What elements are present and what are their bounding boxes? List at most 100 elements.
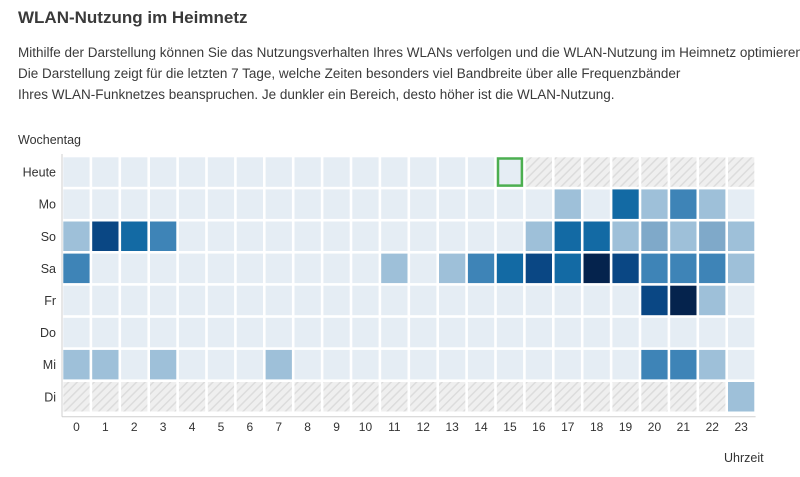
heatmap-cell[interactable] bbox=[525, 253, 552, 284]
heatmap-cell[interactable] bbox=[496, 285, 524, 316]
heatmap-cell[interactable] bbox=[178, 285, 206, 316]
heatmap-cell[interactable] bbox=[728, 189, 755, 219]
heatmap-cell[interactable] bbox=[410, 382, 437, 412]
heatmap-cell[interactable] bbox=[670, 221, 697, 252]
heatmap-cell[interactable] bbox=[178, 253, 206, 284]
heatmap-cell[interactable] bbox=[294, 221, 321, 252]
heatmap-cell[interactable] bbox=[294, 317, 321, 348]
heatmap-cell[interactable] bbox=[121, 317, 148, 348]
heatmap-cell[interactable] bbox=[583, 382, 610, 412]
heatmap-cell[interactable] bbox=[583, 285, 610, 316]
heatmap-cell[interactable] bbox=[525, 221, 552, 252]
heatmap-cell[interactable] bbox=[207, 317, 235, 348]
heatmap-cell[interactable] bbox=[467, 285, 495, 316]
heatmap-cell[interactable] bbox=[121, 253, 148, 284]
heatmap-cell[interactable] bbox=[265, 317, 292, 348]
heatmap-cell[interactable] bbox=[150, 382, 177, 412]
heatmap-cell[interactable] bbox=[467, 317, 495, 348]
heatmap-cell[interactable] bbox=[554, 349, 581, 380]
heatmap-cell[interactable] bbox=[178, 382, 206, 412]
heatmap-cell[interactable] bbox=[699, 317, 726, 348]
heatmap-cell[interactable] bbox=[323, 221, 350, 252]
heatmap-cell[interactable] bbox=[496, 253, 524, 284]
heatmap-cell[interactable] bbox=[236, 382, 263, 412]
heatmap-cell[interactable] bbox=[352, 317, 379, 348]
heatmap-cell[interactable] bbox=[467, 253, 495, 284]
heatmap-cell[interactable] bbox=[150, 253, 177, 284]
heatmap-cell[interactable] bbox=[554, 189, 581, 219]
heatmap-cell[interactable] bbox=[467, 221, 495, 252]
heatmap-cell[interactable] bbox=[670, 317, 697, 348]
heatmap-cell[interactable] bbox=[554, 285, 581, 316]
heatmap-cell[interactable] bbox=[439, 382, 466, 412]
heatmap-cell[interactable] bbox=[699, 382, 726, 412]
heatmap-cell[interactable] bbox=[121, 157, 148, 187]
heatmap-cell[interactable] bbox=[381, 253, 408, 284]
heatmap-cell[interactable] bbox=[728, 221, 755, 252]
heatmap-cell[interactable] bbox=[352, 221, 379, 252]
heatmap-cell[interactable] bbox=[439, 221, 466, 252]
heatmap-cell[interactable] bbox=[121, 221, 148, 252]
heatmap-cell[interactable] bbox=[150, 349, 177, 380]
heatmap-cell[interactable] bbox=[294, 349, 321, 380]
heatmap-cell[interactable] bbox=[612, 253, 639, 284]
heatmap-cell[interactable] bbox=[728, 157, 755, 187]
heatmap-cell[interactable] bbox=[150, 221, 177, 252]
heatmap-cell[interactable] bbox=[699, 285, 726, 316]
heatmap-cell[interactable] bbox=[670, 189, 697, 219]
heatmap-cell[interactable] bbox=[323, 189, 350, 219]
heatmap-cell[interactable] bbox=[612, 349, 639, 380]
heatmap-cell[interactable] bbox=[467, 349, 495, 380]
heatmap-cell[interactable] bbox=[92, 221, 119, 252]
heatmap-cell[interactable] bbox=[352, 349, 379, 380]
heatmap-cell[interactable] bbox=[150, 157, 177, 187]
heatmap-cell[interactable] bbox=[641, 349, 668, 380]
heatmap-cell[interactable] bbox=[121, 189, 148, 219]
heatmap-cell[interactable] bbox=[381, 285, 408, 316]
heatmap-cell[interactable] bbox=[265, 285, 292, 316]
heatmap-cell[interactable] bbox=[554, 382, 581, 412]
heatmap-cell[interactable] bbox=[554, 317, 581, 348]
heatmap-cell[interactable] bbox=[670, 253, 697, 284]
heatmap-cell[interactable] bbox=[583, 221, 610, 252]
heatmap-cell[interactable] bbox=[207, 221, 235, 252]
heatmap-cell[interactable] bbox=[496, 349, 524, 380]
heatmap-cell[interactable] bbox=[496, 189, 524, 219]
heatmap-cell[interactable] bbox=[699, 189, 726, 219]
heatmap-cell[interactable] bbox=[207, 189, 235, 219]
heatmap-cell[interactable] bbox=[641, 285, 668, 316]
heatmap-cell[interactable] bbox=[294, 285, 321, 316]
heatmap-cell[interactable] bbox=[265, 253, 292, 284]
heatmap-cell[interactable] bbox=[63, 317, 90, 348]
heatmap-cell[interactable] bbox=[63, 382, 90, 412]
heatmap-cell[interactable] bbox=[381, 221, 408, 252]
heatmap-cell[interactable] bbox=[178, 221, 206, 252]
heatmap-cell[interactable] bbox=[554, 157, 581, 187]
heatmap-cell[interactable] bbox=[641, 253, 668, 284]
heatmap-cell[interactable] bbox=[612, 382, 639, 412]
heatmap-cell[interactable] bbox=[728, 349, 755, 380]
heatmap-cell[interactable] bbox=[410, 253, 437, 284]
heatmap-cell[interactable] bbox=[381, 157, 408, 187]
heatmap-cell[interactable] bbox=[641, 189, 668, 219]
heatmap-cell[interactable] bbox=[641, 317, 668, 348]
heatmap-cell[interactable] bbox=[294, 253, 321, 284]
heatmap-cell[interactable] bbox=[467, 189, 495, 219]
heatmap-cell[interactable] bbox=[525, 157, 552, 187]
heatmap-cell[interactable] bbox=[92, 317, 119, 348]
heatmap-cell[interactable] bbox=[178, 189, 206, 219]
heatmap-cell[interactable] bbox=[439, 285, 466, 316]
heatmap-cell[interactable] bbox=[612, 157, 639, 187]
heatmap-cell[interactable] bbox=[236, 285, 263, 316]
heatmap-cell[interactable] bbox=[410, 221, 437, 252]
heatmap-cell[interactable] bbox=[670, 382, 697, 412]
heatmap-cell[interactable] bbox=[63, 221, 90, 252]
heatmap-cell[interactable] bbox=[699, 349, 726, 380]
heatmap-cell[interactable] bbox=[496, 221, 524, 252]
heatmap-cell[interactable] bbox=[121, 285, 148, 316]
heatmap-cell[interactable] bbox=[525, 382, 552, 412]
heatmap-cell[interactable] bbox=[265, 189, 292, 219]
heatmap-cell[interactable] bbox=[207, 349, 235, 380]
heatmap-cell[interactable] bbox=[728, 253, 755, 284]
heatmap-cell[interactable] bbox=[92, 157, 119, 187]
